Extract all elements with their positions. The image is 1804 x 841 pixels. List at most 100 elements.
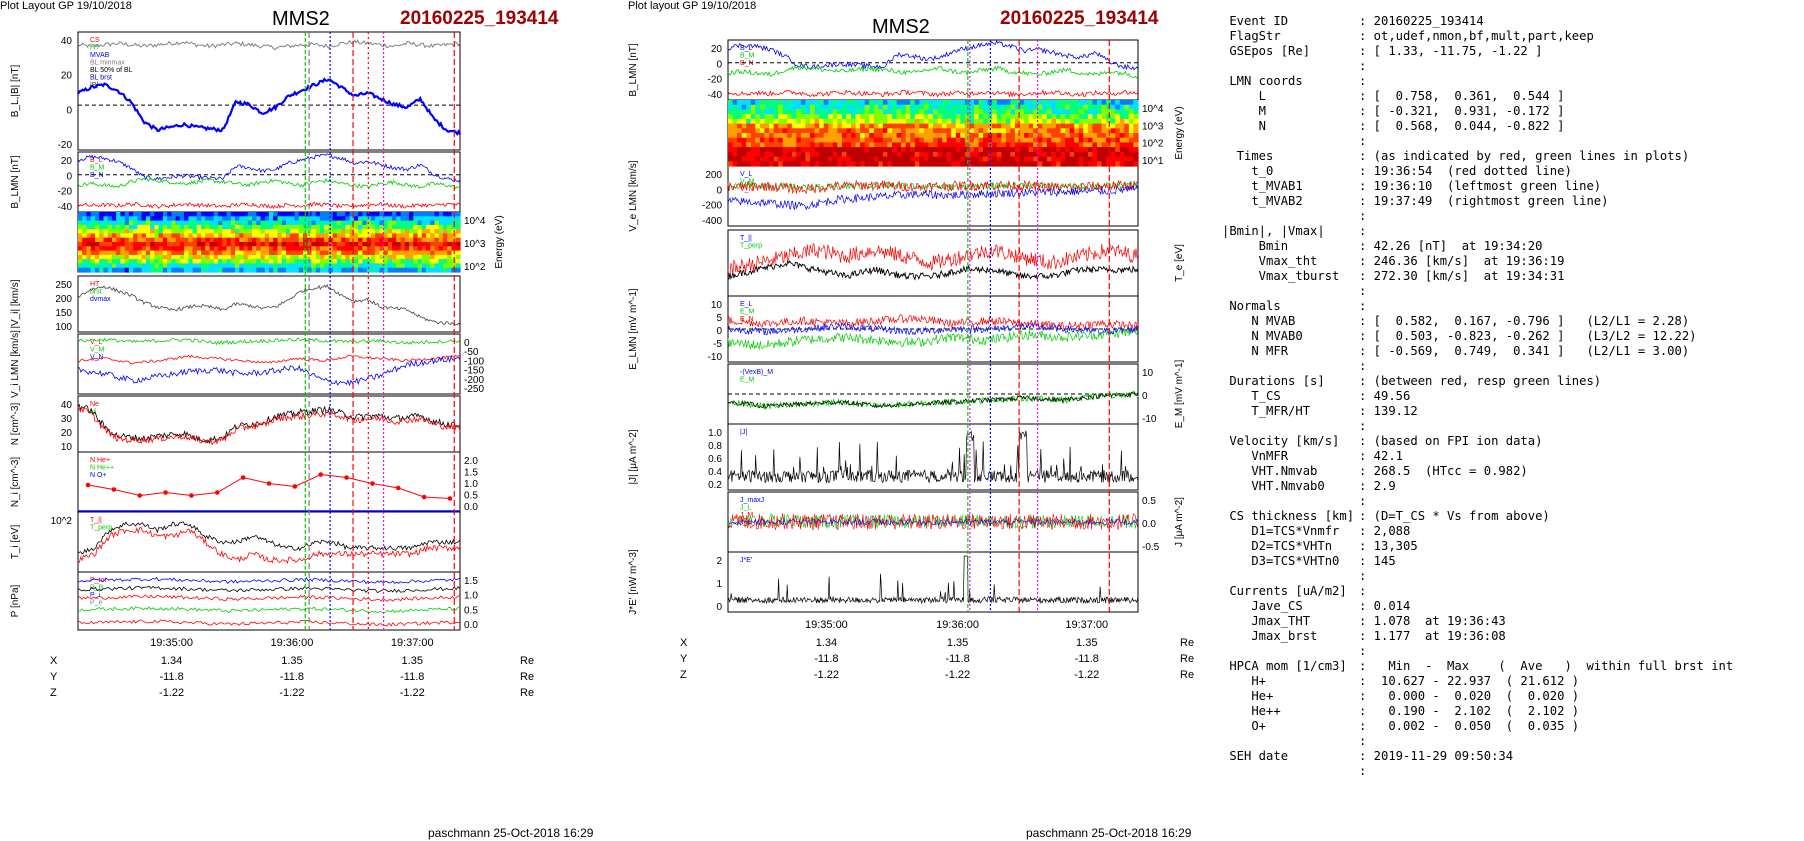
legend-entry: BL 50% of BL [90,67,133,74]
spectrogram-cell [750,114,756,120]
spectrogram-cell [1056,147,1062,153]
spectrogram-cell [260,212,266,217]
pos-row-value: -11.8 [280,671,304,683]
spectrogram-cell [1087,109,1094,115]
spectrogram-cell [1110,100,1116,106]
spectrogram-cell [154,242,160,247]
spectrogram-cell [887,109,893,115]
summary-value: : [1359,134,1367,148]
summary-value: : [ -0.321, 0.931, -0.172 ] [1359,104,1565,118]
pos-row-value: 1.34 [161,655,182,667]
middle-data [727,39,1139,605]
spectrogram-cell [1083,118,1089,125]
spectrogram-cell [773,118,779,125]
spectrogram-cell [434,267,440,273]
spectrogram-cell [188,242,194,247]
spectrogram-cell [222,267,228,273]
spectrogram-cell [910,137,916,143]
summary-key: t_MVAB1 [1222,179,1303,193]
spectrogram-cell [764,114,770,120]
spectrogram-cell [90,229,96,234]
spectrogram-cell [1056,123,1062,129]
spectrogram-cell [332,212,338,217]
spectrogram-cell [782,123,788,129]
spectrogram-cell [828,147,834,153]
spectrogram-cell [1019,104,1025,110]
spectrogram-cell [162,224,168,230]
spectrogram-cell [782,100,788,106]
spectrogram-cell [1133,151,1139,158]
spectrogram-cell [942,156,948,162]
spectrogram-cell [746,118,752,125]
spectrogram-cell [1015,133,1021,139]
spectrogram-cell [910,100,916,106]
panel-frame [77,395,461,453]
tick-label: 1.0 [708,428,722,439]
spectrogram-cell [150,259,155,264]
spectrogram-cell [158,224,164,230]
spectrogram-cell [1005,118,1012,125]
spectrogram-cell [358,267,363,273]
spectrogram-cell [1119,147,1125,153]
spectrogram-cell [942,151,948,158]
spectrogram-cell [154,229,160,234]
spectrogram-cell [430,259,436,264]
spectrogram-cell [791,147,797,153]
spectrogram-cell [1115,147,1121,153]
spectrogram-cell [1015,147,1021,153]
spectrogram-cell [955,133,961,139]
spectrogram-cell [1065,100,1071,106]
spectrogram-cell [239,212,245,217]
spectrogram-cell [128,224,134,230]
spectrogram-cell [286,229,291,234]
summary-value: : [1359,644,1367,658]
spectrogram-cell [171,220,177,226]
spectrogram-cell [86,212,92,217]
spectrogram-cell [277,216,283,222]
spectrogram-cell [137,250,143,256]
spectrogram-cell [162,254,168,260]
spectrogram-cell [252,263,257,269]
spectrogram-cell [383,220,389,226]
spectrogram-cell [737,104,743,110]
spectrogram-cell [1074,104,1080,110]
summary-key: FlagStr [1222,29,1281,43]
spectrogram-cell [892,161,898,167]
spectrogram-cell [141,246,147,252]
pos-row-value: 1.35 [281,655,302,667]
spectrogram-cell [746,161,752,167]
spectrogram-cell [243,267,249,273]
spectrogram-cell [1005,100,1012,106]
spectrogram-cell [82,233,87,239]
spectrogram-cell [319,267,325,273]
spectrogram-cell [737,123,743,129]
spectrogram-cell [1124,114,1130,120]
summary-value: : (as indicated by red, green lines in p… [1359,149,1690,163]
spectrogram-cell [145,224,151,230]
spectrogram-cell [116,242,121,247]
spectrogram-cell [942,133,948,139]
spectrogram-cell [247,220,253,226]
spectrogram-cell [728,114,734,120]
spectrogram-cell [124,212,130,217]
spectrogram-cell [896,156,902,162]
spectrogram-cell [137,220,143,226]
spectrogram-cell [1074,147,1080,153]
spectrogram-cell [167,229,172,234]
spectrogram-cell [1010,156,1016,162]
spectrogram-cell [324,224,329,230]
panel-ylabel: J*E' [nW m^-3] [628,549,639,615]
spectrogram-cell [755,137,761,143]
tick-label: -20 [58,140,73,151]
summary-value: : [1359,74,1367,88]
spectrogram-cell [209,224,215,230]
spectrogram-cell [455,233,461,239]
spectrogram-cell [819,137,825,143]
spectrogram-cell [805,128,811,134]
spectrogram-cell [992,137,998,143]
tick-label: -40 [708,90,723,101]
spectrogram-cell [167,246,172,252]
spectrogram-cell [201,242,206,247]
summary-key: L [1222,89,1267,103]
spectrogram-cell [430,242,436,247]
